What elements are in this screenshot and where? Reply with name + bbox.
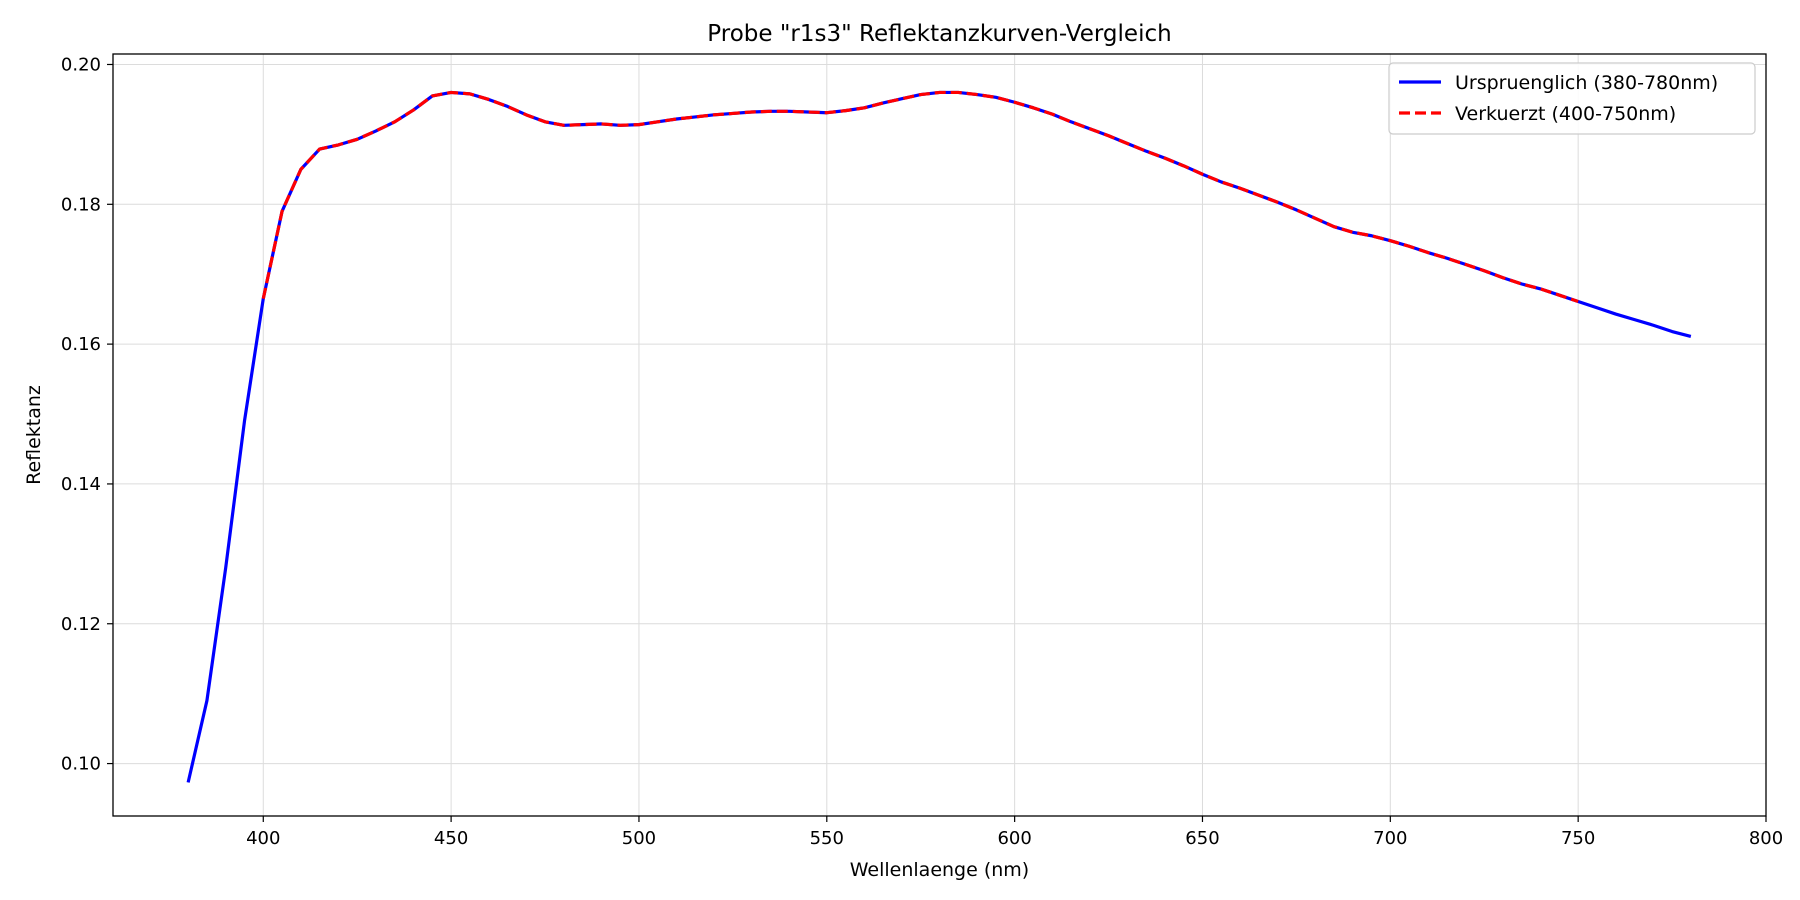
series-line-2 [261,90,1579,303]
series-group [186,90,1692,783]
x-tick-label: 750 [1561,828,1595,849]
legend: Urspruenglich (380-780nm) Verkuerzt (400-… [1388,62,1756,135]
x-tick-label: 450 [434,828,468,849]
y-tick-label: 0.16 [61,334,101,355]
x-tick-label: 400 [246,828,280,849]
x-tick-label: 500 [622,828,656,849]
legend-box [1388,62,1756,135]
grid [113,54,1767,816]
y-tick-label: 0.12 [61,614,101,635]
y-tick-label: 0.20 [61,54,101,75]
y-axis-label: Reflektanz [23,385,45,485]
y-tick-label: 0.14 [61,474,101,495]
y-tick-label: 0.18 [61,194,101,215]
x-tick-label: 700 [1373,828,1407,849]
x-tick-label: 550 [810,828,844,849]
x-tick-label: 650 [1185,828,1219,849]
x-tick-label: 800 [1749,828,1783,849]
legend-label-1: Urspruenglich (380-780nm) [1455,72,1718,94]
plot-frame [112,53,1767,817]
chart-title: Probe "r1s3" Reflektanzkurven-Vergleich [707,21,1171,47]
x-axis-label: Wellenlaenge (nm) [850,859,1029,881]
legend-label-2: Verkuerzt (400-750nm) [1455,103,1676,125]
axes: 400 450 500 550 600 650 700 750 800 0.10 0.12 0.14 0… [61,54,1783,849]
y-tick-label: 0.10 [61,754,101,775]
x-tick-label: 600 [997,828,1031,849]
